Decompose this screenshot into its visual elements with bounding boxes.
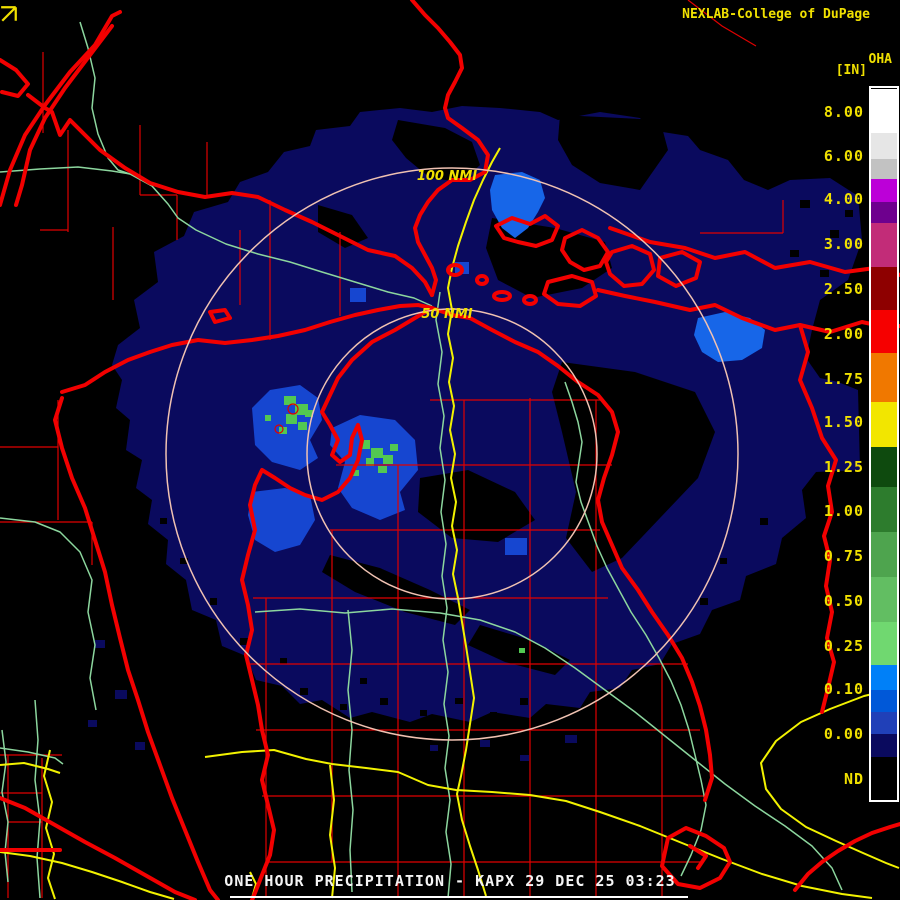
lake-superior-shoreline	[26, 93, 434, 297]
colorbar-stripe	[871, 690, 897, 712]
north-channel-shoreline	[608, 226, 900, 277]
colorbar	[869, 86, 899, 802]
colorbar-stripe	[871, 734, 897, 757]
lower-peninsula-west-coast	[240, 306, 434, 900]
product-caption: ONE HOUR PRECIPITATION - KAPX 29 DEC 25 …	[224, 872, 676, 890]
range-ring-100nmi-label: 100 NMI	[417, 169, 477, 184]
colorbar-stripe	[871, 223, 897, 267]
range-ring-100nmi	[165, 167, 739, 741]
colorbar-stripe	[871, 179, 897, 202]
colorbar-stripes	[871, 88, 897, 800]
whitefish-bay-shoreline	[410, 0, 490, 297]
colorbar-stripe	[871, 532, 897, 577]
secondary-roads	[0, 21, 843, 899]
ontario-east-shoreline	[798, 323, 838, 714]
precipitation-layer	[88, 106, 862, 761]
colorbar-stripe	[871, 133, 897, 159]
colorbar-stripe	[871, 622, 897, 665]
colorbar-stripe	[871, 267, 897, 310]
colorbar-stripe	[871, 202, 897, 223]
range-ring-50nmi	[306, 308, 598, 600]
range-rings: 100 NMI 50 NMI	[165, 167, 739, 741]
wisconsin-shoreline	[53, 396, 220, 900]
colorbar-stripe	[871, 159, 897, 179]
caption-underline	[230, 896, 688, 898]
precip-speckles	[88, 640, 577, 761]
colorbar-stripe	[871, 757, 897, 798]
cod-logo-icon	[1, 6, 17, 22]
colorbar-stripe	[871, 665, 897, 690]
precip-light-field	[112, 106, 862, 722]
colorbar-stripe	[871, 712, 897, 734]
keweenaw-shoreline	[0, 10, 122, 207]
colorbar-stripe	[871, 89, 897, 133]
colorbar-stripe	[871, 353, 897, 402]
colorbar-stripe	[871, 487, 897, 532]
colorbar-stripe	[871, 447, 897, 487]
lower-peninsula-east-coast	[430, 306, 714, 802]
ausable-point-shoreline	[660, 826, 732, 890]
product-units: [IN]	[835, 63, 867, 78]
primary-roads	[0, 147, 900, 900]
colorbar-stripe	[871, 402, 897, 447]
lake-huron-north-shore	[596, 288, 900, 334]
source-credit: NEXLAB-College of DuPage	[682, 7, 870, 22]
product-code: OHA	[868, 52, 892, 67]
colorbar-stripe	[871, 310, 897, 353]
colorbar-stripe	[871, 577, 897, 622]
range-ring-50nmi-label: 50 NMI	[421, 307, 472, 322]
lake-michigan-north-shore	[60, 303, 434, 394]
